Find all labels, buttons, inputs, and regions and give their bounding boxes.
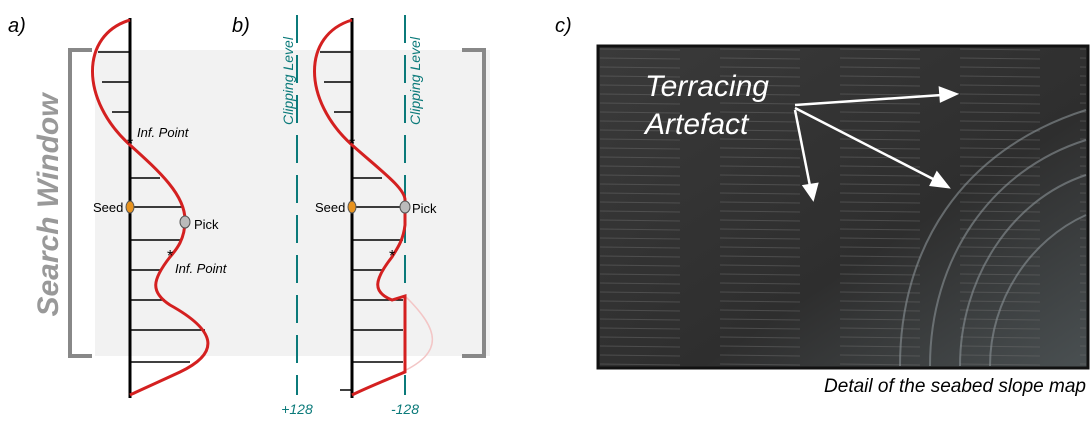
inflection-label: Inf. Point — [175, 261, 228, 276]
search-window-label: Search Window — [32, 92, 65, 317]
pick-label: Pick — [412, 201, 437, 216]
annotation: Terracing — [645, 70, 769, 103]
pick-marker — [180, 216, 190, 228]
seed-marker — [348, 201, 356, 213]
inflection-marker: * — [167, 248, 173, 265]
pick-marker — [400, 201, 410, 213]
figure: a) Search Window * * Inf. Point Inf. Poi… — [0, 0, 1092, 419]
inflection-marker: * — [127, 136, 133, 153]
scale-label: +128 — [281, 401, 313, 417]
panel-label: c) — [555, 15, 572, 37]
panel-label: b) — [232, 15, 250, 37]
inflection-marker: * — [389, 248, 395, 265]
inflection-marker: * — [349, 136, 355, 153]
scale-label: -128 — [391, 401, 419, 417]
panel-label: a) — [8, 15, 26, 37]
caption: Detail of the seabed slope map — [824, 376, 1086, 397]
clipping-label: Clipping Level — [407, 36, 423, 125]
pick-label: Pick — [194, 217, 219, 232]
seed-label: Seed — [315, 200, 345, 215]
seed-marker — [126, 201, 134, 213]
inflection-label: Inf. Point — [137, 125, 190, 140]
seed-label: Seed — [93, 200, 123, 215]
clipping-label: Clipping Level — [280, 36, 296, 125]
bracket — [70, 50, 92, 356]
annotation: Artefact — [643, 108, 750, 141]
